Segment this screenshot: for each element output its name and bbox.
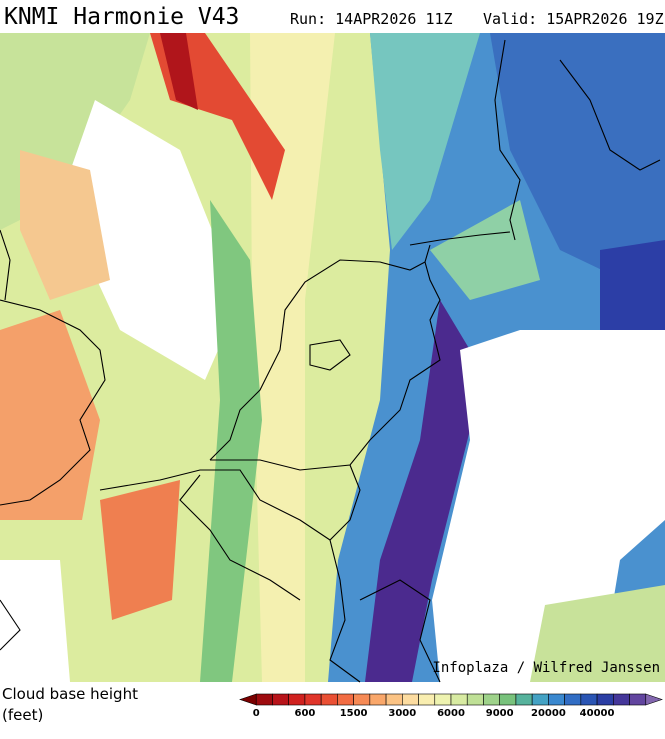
run-time: Run: 14APR2026 11Z (290, 10, 453, 28)
colorbar-segment (499, 693, 517, 706)
colorbar-tick-label: 600 (294, 708, 315, 719)
colorbar-segment (337, 693, 354, 706)
colorbar-segment (369, 693, 387, 706)
colorbar-segment (531, 693, 549, 706)
colorbar-segment (385, 693, 403, 706)
colorbar-segment (402, 693, 419, 706)
colorbar-segment (483, 693, 500, 706)
colorbar-segment (629, 693, 647, 706)
colorbar-end (645, 693, 663, 706)
colorbar-segment (580, 693, 598, 706)
colorbar-segment (353, 693, 371, 706)
colorbar-segment (613, 693, 630, 706)
colorbar-segment (255, 693, 273, 706)
colorbar-end (239, 693, 257, 706)
valid-time: Valid: 15APR2026 19Z (483, 10, 664, 28)
colorbar-segment (434, 693, 452, 706)
colorbar-segment (272, 693, 289, 706)
colorbar-segment (564, 693, 582, 706)
colorbar-segment (450, 693, 468, 706)
colorbar-tick-label: 1500 (340, 708, 368, 719)
colorbar-tick-label: 6000 (437, 708, 465, 719)
colorbar-segment (466, 693, 484, 706)
colorbar-tick-label: 20000 (531, 708, 566, 719)
colorbar-segment (418, 693, 436, 706)
map-area: Infoplaza / Wilfred Janssen (0, 33, 665, 683)
colorbar-segment (320, 693, 338, 706)
legend-unit: (feet) (2, 706, 43, 724)
colorbar-segment (548, 693, 565, 706)
colorbar: 0 600 1500 3000 6000 9000 20000 40000 (239, 693, 663, 719)
colorbar-segment (515, 693, 533, 706)
colorbar-tick-label: 0 (253, 708, 260, 719)
colorbar-tick-label: 3000 (388, 708, 416, 719)
legend-label: Cloud base height (2, 685, 138, 703)
colorbar-tick-label: 9000 (486, 708, 514, 719)
credit: Infoplaza / Wilfred Janssen (432, 660, 660, 676)
colorbar-segment (596, 693, 614, 706)
colorbar-tick-label: 40000 (580, 708, 615, 719)
colorbar-segment (288, 693, 306, 706)
title: KNMI Harmonie V43 (4, 4, 239, 30)
colorbar-segment (304, 693, 322, 706)
